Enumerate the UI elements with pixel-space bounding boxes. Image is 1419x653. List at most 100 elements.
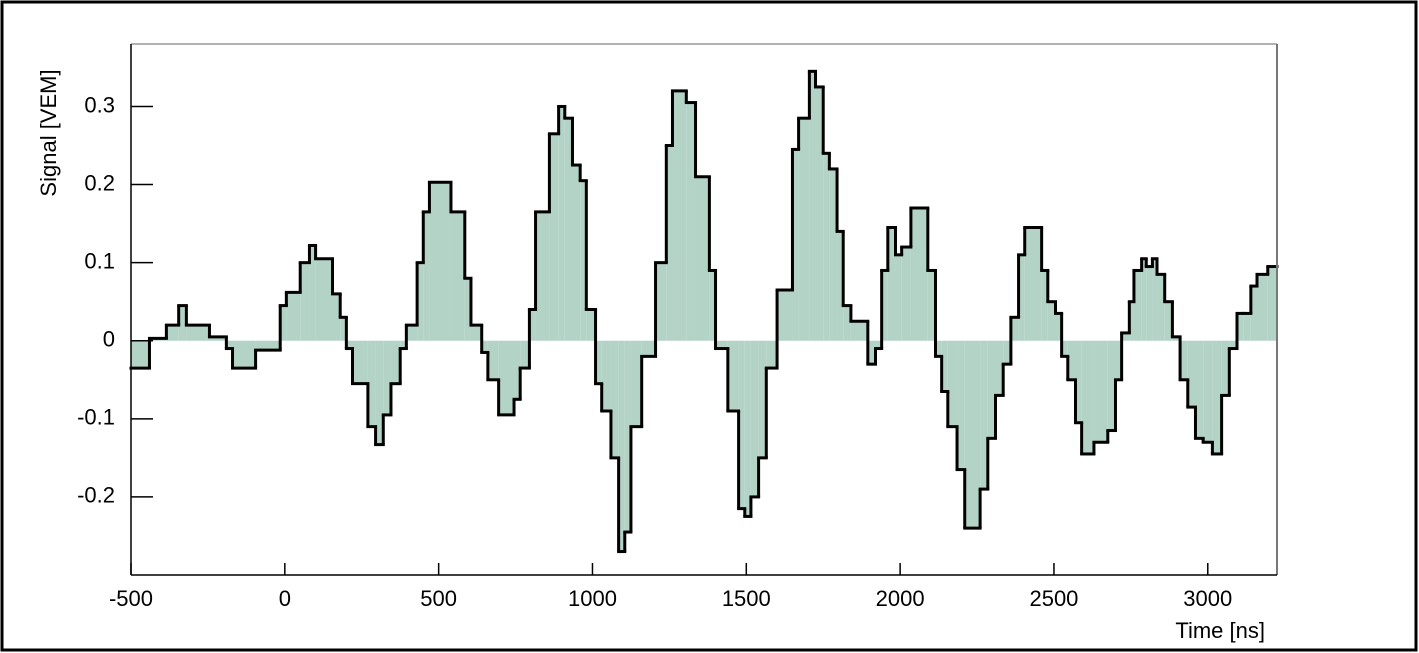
bar bbox=[630, 340, 642, 427]
bar bbox=[695, 176, 710, 341]
bar bbox=[1267, 266, 1277, 341]
bar bbox=[586, 309, 596, 341]
bar bbox=[315, 258, 333, 341]
bar bbox=[1243, 313, 1251, 341]
bar bbox=[843, 305, 851, 341]
bar bbox=[367, 340, 376, 427]
bar bbox=[417, 262, 424, 341]
bar bbox=[941, 340, 948, 392]
bar bbox=[987, 340, 996, 439]
bar bbox=[1229, 340, 1238, 349]
bar bbox=[964, 340, 981, 529]
bar bbox=[1180, 340, 1188, 380]
bar bbox=[641, 340, 656, 357]
bar bbox=[624, 340, 631, 533]
x-tick-label: -500 bbox=[109, 586, 153, 611]
bar bbox=[750, 340, 759, 497]
bar bbox=[809, 71, 816, 341]
bar bbox=[595, 340, 602, 384]
bar bbox=[481, 340, 488, 353]
y-tick-label: 0.3 bbox=[84, 92, 115, 117]
bar bbox=[400, 340, 407, 349]
bar bbox=[957, 340, 965, 470]
bar bbox=[901, 247, 911, 341]
bar bbox=[1221, 340, 1230, 396]
bar bbox=[910, 207, 928, 341]
bar bbox=[1041, 270, 1048, 341]
bar bbox=[535, 211, 550, 341]
bar bbox=[390, 340, 401, 384]
bar bbox=[875, 340, 882, 349]
bar bbox=[709, 270, 716, 341]
y-tick-label: -0.1 bbox=[77, 405, 115, 430]
bar bbox=[549, 133, 559, 341]
bar bbox=[383, 340, 391, 415]
bar bbox=[406, 325, 418, 341]
bar bbox=[610, 340, 619, 458]
bar bbox=[655, 262, 667, 341]
bar bbox=[895, 254, 902, 341]
bar bbox=[881, 270, 888, 341]
bar bbox=[1164, 301, 1173, 341]
bar bbox=[186, 325, 210, 341]
bar bbox=[837, 231, 844, 341]
bar bbox=[346, 340, 353, 349]
bar bbox=[1203, 340, 1213, 443]
x-tick-label: 500 bbox=[420, 586, 457, 611]
bar bbox=[686, 102, 696, 341]
bar bbox=[300, 262, 310, 341]
x-tick-label: 1500 bbox=[722, 586, 771, 611]
bar bbox=[423, 211, 430, 341]
bar bbox=[529, 309, 536, 341]
bar bbox=[450, 211, 465, 341]
bar bbox=[166, 325, 179, 341]
bar bbox=[927, 270, 936, 341]
bar bbox=[1157, 274, 1165, 341]
x-axis-title: Time [ns] bbox=[1175, 618, 1265, 643]
bar bbox=[1250, 286, 1258, 341]
bar bbox=[1061, 340, 1068, 357]
bar bbox=[744, 340, 751, 517]
bar bbox=[1257, 274, 1268, 341]
x-tick-label: 2000 bbox=[876, 586, 925, 611]
bar bbox=[777, 289, 793, 341]
bar bbox=[1024, 227, 1042, 341]
x-tick-label: 0 bbox=[279, 586, 291, 611]
bar bbox=[995, 340, 1004, 396]
bar bbox=[1237, 313, 1244, 341]
bar bbox=[1055, 313, 1062, 341]
bar bbox=[232, 340, 256, 369]
bar bbox=[340, 317, 347, 341]
bar bbox=[558, 106, 565, 341]
bar bbox=[1093, 340, 1108, 443]
bar bbox=[618, 340, 625, 552]
bar bbox=[1003, 340, 1011, 365]
y-tick-label: 0.2 bbox=[84, 170, 115, 195]
bar bbox=[464, 278, 471, 341]
bar bbox=[209, 336, 227, 341]
bar bbox=[255, 340, 281, 351]
bar bbox=[226, 340, 233, 349]
bar bbox=[1129, 301, 1134, 341]
bar bbox=[1067, 340, 1076, 380]
bar bbox=[766, 340, 778, 369]
bar bbox=[178, 305, 187, 341]
bar bbox=[1018, 254, 1025, 341]
bar bbox=[666, 145, 673, 341]
bar bbox=[935, 340, 942, 357]
bar bbox=[514, 340, 521, 400]
bar bbox=[1107, 340, 1116, 431]
y-tick-label: -0.2 bbox=[77, 483, 115, 508]
bar bbox=[572, 165, 581, 341]
bar bbox=[1081, 340, 1094, 454]
bar bbox=[1187, 340, 1196, 408]
bar bbox=[1133, 270, 1142, 341]
bar bbox=[727, 340, 739, 412]
bar bbox=[309, 245, 316, 341]
bar bbox=[1121, 332, 1130, 341]
bar bbox=[498, 340, 515, 415]
bar bbox=[375, 340, 384, 445]
bar bbox=[470, 325, 482, 341]
bar bbox=[1195, 340, 1204, 439]
bar bbox=[850, 321, 868, 341]
